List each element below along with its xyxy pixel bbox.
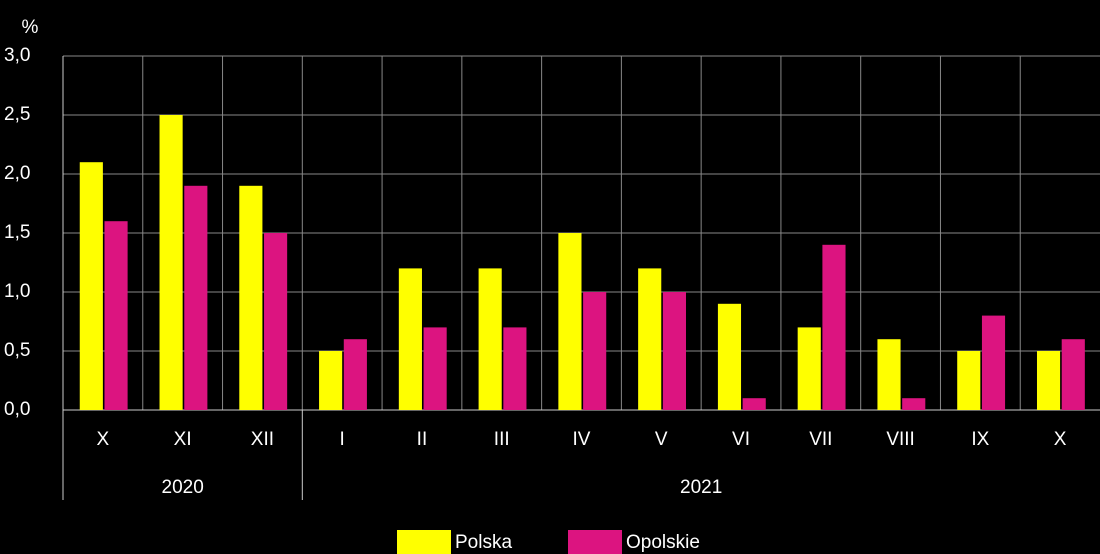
x-tick-label: VII [809,429,832,450]
bar [79,162,103,410]
bar [957,351,981,410]
bar [239,185,263,410]
bar [583,292,607,410]
bar [343,339,367,410]
x-tick-label: IV [573,429,591,450]
bar [1036,351,1061,410]
x-tick-label: VI [732,429,750,450]
x-tick-label: IX [971,429,989,450]
bar [1061,339,1085,410]
x-tick-label: XI [174,429,192,450]
legend-label: Polska [455,532,512,553]
bar [558,233,582,410]
bar [877,339,901,410]
x-tick-label: III [494,429,510,450]
x-tick-label: X [97,429,110,450]
x-tick-label: X [1054,429,1067,450]
bar [981,315,1006,410]
x-group-label: 2021 [680,477,722,498]
bar [159,115,183,410]
legend-label: Opolskie [626,532,700,553]
y-axis-label: % [22,17,39,38]
bar [662,292,686,410]
bar [742,398,766,410]
bar [902,398,926,410]
x-tick-label: I [340,429,345,450]
bar [319,351,343,410]
bar [184,185,208,410]
legend-swatch [568,530,622,554]
bar [503,327,527,410]
y-tick-label: 3,0 [4,45,30,66]
bar [638,268,662,410]
x-tick-label: VIII [886,429,915,450]
y-tick-label: 0,0 [4,399,30,420]
y-tick-label: 2,5 [4,104,30,125]
bar [478,268,502,410]
legend-swatch [397,530,451,554]
x-tick-label: XII [251,429,274,450]
y-tick-label: 1,0 [4,281,30,302]
y-tick-label: 0,5 [4,340,30,361]
bar [717,303,742,410]
bar [398,268,422,410]
x-group-label: 2020 [162,477,204,498]
y-tick-label: 1,5 [4,222,30,243]
bar [797,327,821,410]
bar [104,221,128,410]
x-tick-label: II [417,429,428,450]
bar [822,244,846,410]
bar [264,233,288,410]
x-tick-label: V [655,429,668,450]
y-tick-label: 2,0 [4,163,30,184]
bar [423,327,447,410]
